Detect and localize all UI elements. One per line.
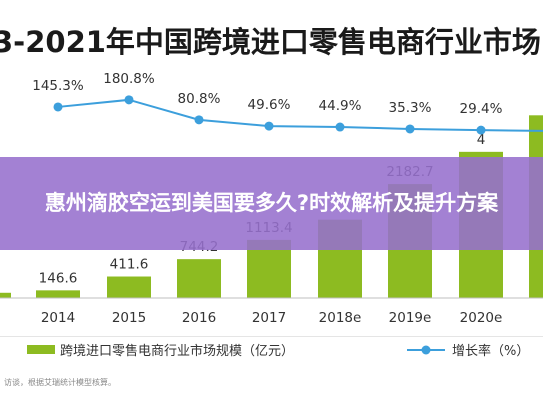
legend-line-label: 增长率（%）	[452, 343, 529, 359]
bar-2015	[107, 276, 151, 298]
growth-value-label: 29.4%	[460, 101, 503, 117]
legend-divider	[0, 336, 543, 337]
x-tick-label: 2018e	[319, 310, 362, 326]
growth-point	[335, 122, 345, 132]
bar-value-label: 146.6	[39, 270, 78, 286]
chart-title: 3-2021年中国跨境进口零售电商行业市场	[0, 25, 541, 59]
legend-bar-swatch	[27, 345, 55, 354]
growth-point	[476, 125, 486, 135]
x-tick-label: 2015	[112, 310, 146, 326]
growth-value-label: 44.9%	[319, 98, 362, 114]
bar-3	[0, 292, 11, 298]
bar-2014	[36, 290, 80, 298]
growth-point	[124, 95, 134, 105]
growth-point	[405, 124, 415, 134]
growth-line	[57, 98, 543, 132]
growth-value-label: 80.8%	[178, 91, 221, 107]
growth-value-label: 49.6%	[248, 97, 291, 113]
bar-value-label: 4	[477, 132, 486, 148]
banner-title[interactable]: 惠州滴胶空运到美国要多久?时效解析及提升方案	[44, 191, 499, 215]
x-tick-label: 2019e	[389, 310, 432, 326]
legend-line-marker	[421, 345, 431, 355]
growth-point	[264, 121, 274, 131]
x-tick-label: 2020e	[460, 310, 503, 326]
overlay-banner: 惠州滴胶空运到美国要多久?时效解析及提升方案	[0, 157, 543, 250]
legend-bar-label: 跨境进口零售电商行业市场规模（亿元）	[60, 343, 294, 359]
legend: 跨境进口零售电商行业市场规模（亿元） 增长率（%）	[27, 343, 529, 359]
growth-line-series: 145.3%180.8%80.8%49.6%44.9%35.3%29.4%2	[32, 71, 543, 135]
growth-point	[194, 115, 204, 125]
x-axis-labels: 320142015201620172018e2019e2020e2	[41, 310, 503, 326]
x-tick-label: 2016	[182, 310, 216, 326]
x-tick-label: 2014	[41, 310, 75, 326]
growth-value-label: 180.8%	[103, 71, 155, 87]
bar-value-label: 411.6	[110, 257, 149, 273]
x-tick-label: 2017	[252, 310, 286, 326]
growth-value-label: 35.3%	[389, 100, 432, 116]
growth-point	[53, 102, 63, 112]
bar-2016	[177, 259, 221, 298]
source-note: 访谈，根据艾瑞统计模型核算。	[4, 377, 116, 387]
growth-value-label: 145.3%	[32, 78, 84, 94]
